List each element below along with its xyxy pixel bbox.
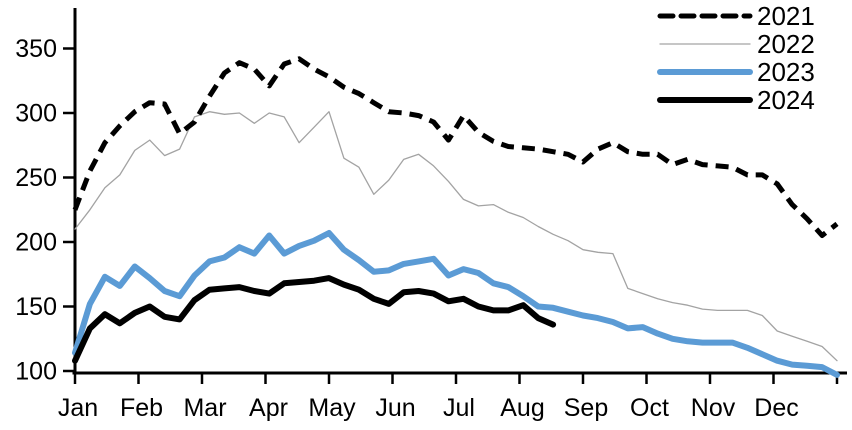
y-axis-label: 100 — [15, 358, 57, 386]
series-line-2023 — [72, 230, 840, 378]
y-axis-label: 350 — [15, 35, 57, 63]
month-label: Sep — [564, 394, 608, 422]
month-label: Oct — [630, 394, 669, 422]
month-label: Jun — [375, 394, 415, 422]
month-label: Dec — [754, 394, 798, 422]
month-label: Jul — [443, 394, 475, 422]
y-axis-label: 250 — [15, 164, 57, 192]
legend-label-2021: 2021 — [757, 1, 815, 31]
month-label: Aug — [500, 394, 544, 422]
month-label: Nov — [691, 394, 736, 422]
legend-label-2022: 2022 — [757, 29, 815, 59]
month-label: Jan — [58, 394, 98, 422]
legend-label-2024: 2024 — [757, 85, 815, 115]
month-label: May — [308, 394, 356, 422]
series-line-2021 — [72, 56, 839, 238]
month-label: Feb — [120, 394, 163, 422]
y-axis-label: 300 — [15, 100, 57, 128]
month-label: Apr — [249, 394, 288, 422]
month-label: Mar — [183, 394, 226, 422]
series-line-2024 — [72, 275, 557, 364]
y-axis-label: 200 — [15, 229, 57, 257]
legend-label-2023: 2023 — [757, 57, 815, 87]
y-axis-label: 150 — [15, 293, 57, 321]
series-line-2022 — [74, 111, 838, 362]
